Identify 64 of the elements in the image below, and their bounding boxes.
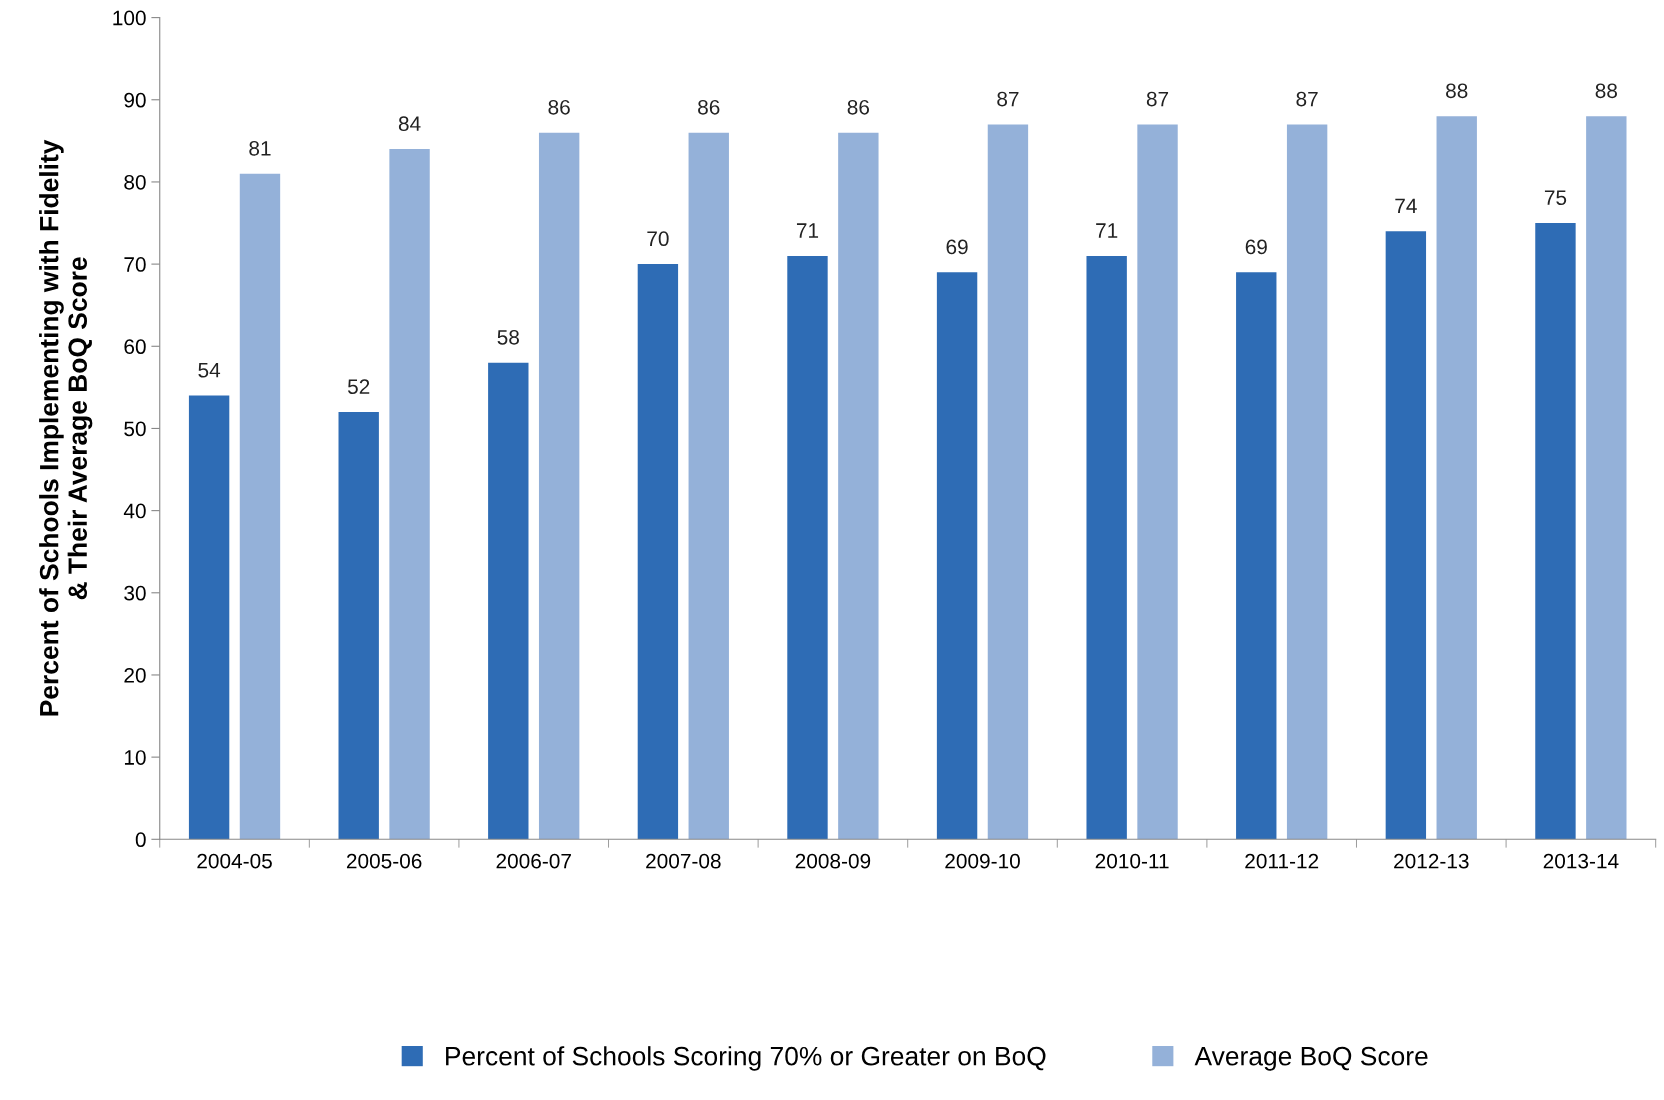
data-label: 71: [796, 223, 819, 238]
bar: [987, 124, 1029, 840]
x-tick-label: 2013-14: [1543, 853, 1619, 869]
bar: [1436, 116, 1477, 840]
data-label: 88: [1595, 83, 1617, 99]
y-tick-label: 30: [124, 585, 146, 601]
data-label: 87: [1296, 91, 1318, 107]
data-label: 70: [647, 231, 669, 247]
bar: [338, 412, 379, 840]
data-label: 71: [1096, 223, 1118, 238]
legend-label: Average BoQ Score: [1194, 1046, 1428, 1071]
bar: [688, 132, 729, 840]
y-tick-label: 20: [124, 667, 146, 683]
data-label: 52: [347, 379, 370, 395]
y-tick-label: 50: [124, 421, 146, 437]
data-label: 88: [1446, 83, 1468, 99]
data-label: 86: [847, 99, 870, 115]
data-label: 58: [497, 329, 519, 345]
x-tick-label: 2012-13: [1394, 853, 1469, 869]
bar: [488, 362, 529, 840]
y-axis-title: Percent of Schools Implementing with Fidelity & Their Average BoQ Score: [39, 139, 93, 716]
data-label: 87: [997, 91, 1019, 107]
bar: [838, 132, 879, 840]
bar: [1286, 124, 1328, 840]
data-label: 69: [946, 239, 968, 255]
data-label: 54: [198, 363, 221, 378]
x-tick-label: 2009-10: [945, 853, 1020, 869]
bar: [1086, 255, 1127, 840]
data-label: 81: [249, 140, 271, 156]
x-tick-label: 2010-11: [1095, 853, 1169, 869]
data-label: 87: [1146, 91, 1169, 107]
data-label: 74: [1395, 198, 1417, 214]
y-tick-label: 0: [135, 832, 146, 848]
x-tick-label: 2011-12: [1245, 853, 1319, 869]
y-tick-label: 90: [124, 92, 146, 108]
data-label: 69: [1245, 239, 1267, 255]
bar: [1137, 124, 1178, 840]
bar: [1586, 116, 1627, 840]
bar: [188, 395, 230, 840]
y-tick-label: 10: [124, 750, 146, 765]
y-tick-label: 40: [123, 503, 146, 519]
bar: [1535, 223, 1576, 840]
legend-label: Percent of Schools Scoring 70% or Greater on BoQ: [446, 1046, 1046, 1071]
x-tick-label: 2005-06: [346, 853, 422, 869]
x-tick-label: 2006-07: [496, 853, 571, 869]
y-tick-label: 70: [124, 257, 146, 272]
data-label: 86: [548, 99, 570, 115]
y-tick-label: 100: [113, 10, 146, 26]
data-label: 86: [698, 99, 720, 115]
x-tick-label: 2007-08: [646, 853, 721, 869]
bar: [389, 149, 430, 840]
data-label: 75: [1544, 190, 1567, 206]
bar: [787, 255, 828, 840]
bar: [239, 173, 281, 840]
bar: [1385, 231, 1427, 840]
x-tick-label: 2004-05: [197, 853, 272, 869]
bar: [538, 132, 580, 840]
bar: [936, 272, 978, 840]
bar: [1236, 272, 1277, 840]
data-label: 84: [398, 116, 421, 132]
y-tick-label: 80: [124, 174, 146, 190]
x-tick-label: 2008-09: [795, 853, 871, 869]
y-tick-label: 60: [124, 339, 146, 355]
bar: [637, 264, 679, 840]
